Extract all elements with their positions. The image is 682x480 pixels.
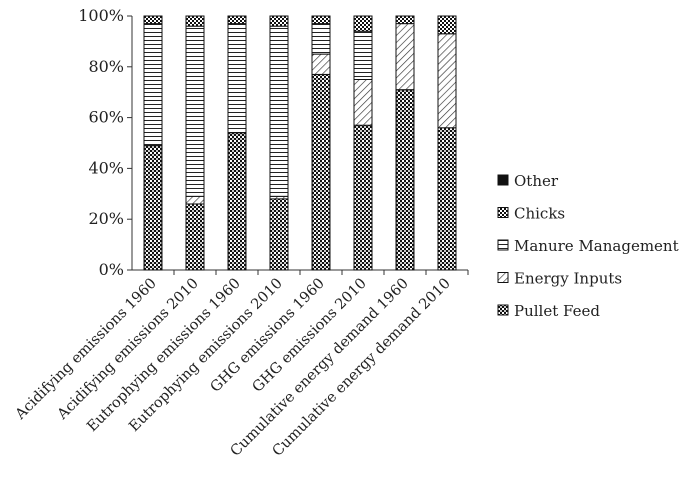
legend-swatch (497, 272, 509, 283)
x-category-label: Eutrophying emissions 2010 (126, 276, 286, 436)
bar-segment-pullet-feed (269, 198, 289, 271)
y-tick-label: 20% (88, 209, 124, 228)
legend-swatch (497, 304, 509, 316)
y-tick-label: 100% (78, 6, 124, 25)
legend-label: Other (514, 172, 559, 190)
legend-label: Manure Management (514, 237, 679, 255)
bar-segment-chicks (185, 15, 205, 27)
bar-segment-energy-inputs (395, 23, 415, 91)
bar-segment-chicks (311, 15, 331, 25)
bar-segment-chicks (353, 15, 373, 32)
x-category-label: Eutrophying emissions 1960 (84, 276, 244, 436)
bar-segment-manure-management (269, 25, 289, 197)
bar-segment-manure-management (185, 25, 205, 197)
axes (127, 15, 469, 275)
bar-segment-chicks (395, 15, 415, 25)
bar-segment-chicks (143, 15, 163, 25)
bar-segment-manure-management (311, 23, 331, 55)
bar-segment-pullet-feed (395, 89, 415, 271)
bar-segment-pullet-feed (437, 127, 457, 271)
bar-segment-manure-management (143, 23, 163, 147)
y-tick-label: 40% (88, 158, 124, 177)
legend-swatch (497, 207, 509, 218)
legend-swatch (497, 239, 509, 251)
bar-segment-energy-inputs (437, 33, 457, 129)
bar-segment-pullet-feed (227, 132, 247, 271)
legend-swatch (497, 174, 509, 186)
bar-segment-manure-management (227, 23, 247, 134)
bar-segment-pullet-feed (311, 73, 331, 271)
bar-segment-pullet-feed (185, 203, 205, 271)
bar-segment-pullet-feed (143, 145, 163, 271)
y-tick-label: 60% (88, 108, 124, 127)
bar-segment-pullet-feed (353, 124, 373, 271)
bar-segment-energy-inputs (185, 195, 205, 205)
bar-segment-manure-management (353, 30, 373, 80)
y-tick-label: 80% (88, 57, 124, 76)
legend-label: Chicks (514, 205, 565, 223)
legend-label: Pullet Feed (514, 302, 600, 320)
legend: Other Chicks Manure Management Energy Input… (497, 172, 679, 320)
bar-segment-chicks (269, 15, 289, 27)
bar-segment-energy-inputs (311, 53, 331, 75)
bar-segment-energy-inputs (353, 79, 373, 126)
y-tick-label: 0% (99, 260, 124, 279)
bars (143, 15, 457, 271)
bar-segment-chicks (437, 15, 457, 35)
legend-label: Energy Inputs (514, 270, 622, 288)
y-tick-labels: 0% 20% 40% 60% 80% 100% (78, 6, 124, 279)
bar-segment-chicks (227, 15, 247, 25)
